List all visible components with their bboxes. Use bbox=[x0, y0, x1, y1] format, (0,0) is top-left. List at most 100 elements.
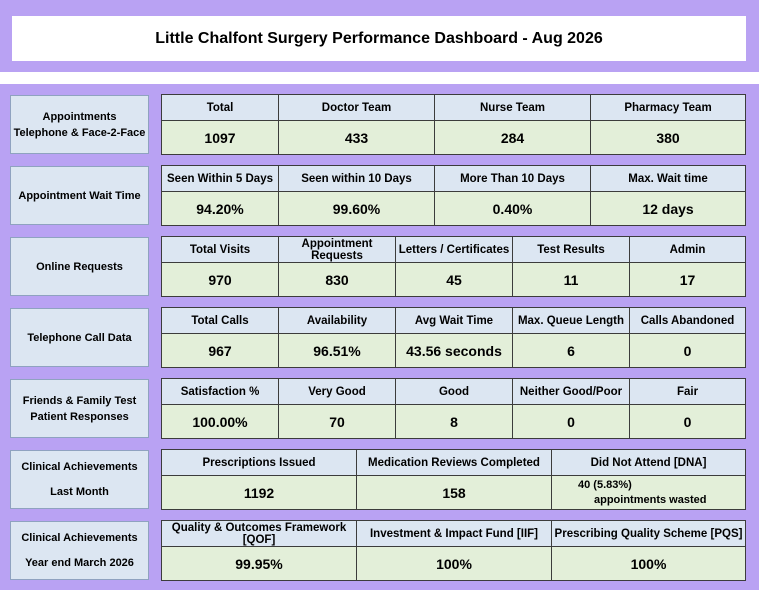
section-label: Telephone Call Data bbox=[10, 308, 149, 367]
value-row: 1097 433 284 380 bbox=[162, 121, 745, 154]
col-header: Max. Queue Length bbox=[513, 308, 630, 333]
section-label-line2: Patient Responses bbox=[30, 410, 129, 423]
section-clinical-year-end: Clinical Achievements Year end March 202… bbox=[0, 520, 759, 590]
dna-value-cell: 40 (5.83%) appointments wasted bbox=[552, 476, 745, 509]
value-cell: 12 days bbox=[642, 200, 694, 217]
value-cell: 70 bbox=[279, 405, 396, 438]
col-header: Total Calls bbox=[162, 308, 279, 333]
col-header: Avg Wait Time bbox=[396, 308, 513, 333]
section-label: Appointments Telephone & Face-2-Face bbox=[10, 95, 149, 154]
value-row: 970 830 45 11 17 bbox=[162, 263, 745, 296]
section-label-line1: Friends & Family Test bbox=[22, 394, 137, 407]
value-cell: 158 bbox=[357, 476, 552, 509]
col-header: Prescriptions Issued bbox=[162, 450, 357, 475]
value-row: 1192 158 40 (5.83%) appointments wasted bbox=[162, 476, 745, 509]
wait-time-table: Seen Within 5 Days Seen within 10 Days M… bbox=[161, 165, 746, 226]
dna-count: 40 (5.83%) bbox=[578, 478, 632, 491]
value-cell: 967 bbox=[162, 334, 279, 367]
section-label-line2: Telephone & Face-2-Face bbox=[13, 126, 146, 139]
col-header: Seen Within 5 Days bbox=[162, 166, 279, 191]
col-header: Doctor Team bbox=[279, 95, 435, 120]
section-label-line1: Telephone Call Data bbox=[27, 331, 132, 344]
section-telephone: Telephone Call Data Total Calls Availabi… bbox=[0, 307, 759, 377]
value-cell: 1192 bbox=[162, 476, 357, 509]
col-header: Medication Reviews Completed bbox=[357, 450, 552, 475]
col-header: Letters / Certificates bbox=[396, 237, 513, 262]
col-header: Investment & Impact Fund [IIF] bbox=[357, 521, 552, 546]
value-row: 94.20% 99.60% 0.40% 12 days bbox=[162, 192, 745, 225]
col-header: Fair bbox=[676, 385, 699, 398]
section-label-line1: Online Requests bbox=[36, 260, 123, 273]
clinical-last-month-table: Prescriptions Issued Medication Reviews … bbox=[161, 449, 746, 510]
section-label-line2: Year end March 2026 bbox=[25, 556, 134, 569]
section-label: Online Requests bbox=[10, 237, 149, 296]
section-label-line1: Appointment Wait Time bbox=[18, 189, 141, 202]
col-header: Pharmacy Team bbox=[624, 101, 712, 114]
value-cell: 45 bbox=[396, 263, 513, 296]
value-cell: 100% bbox=[630, 555, 667, 572]
header-row: Prescriptions Issued Medication Reviews … bbox=[162, 450, 745, 476]
value-cell: 0 bbox=[683, 342, 692, 359]
section-online-requests: Online Requests Total Visits Appointment… bbox=[0, 236, 759, 306]
col-header: Total bbox=[162, 95, 279, 120]
header-row: Satisfaction % Very Good Good Neither Go… bbox=[162, 379, 745, 405]
value-cell: 433 bbox=[279, 121, 435, 154]
col-header: More Than 10 Days bbox=[435, 166, 591, 191]
value-row: 100.00% 70 8 0 0 bbox=[162, 405, 745, 438]
section-friends-family: Friends & Family Test Patient Responses … bbox=[0, 378, 759, 448]
value-cell: 8 bbox=[396, 405, 513, 438]
col-header: Did Not Attend [DNA] bbox=[590, 456, 707, 469]
col-header: Seen within 10 Days bbox=[279, 166, 435, 191]
col-header: Neither Good/Poor bbox=[513, 379, 630, 404]
header-row: Seen Within 5 Days Seen within 10 Days M… bbox=[162, 166, 745, 192]
col-header: Availability bbox=[279, 308, 396, 333]
section-wait-time: Appointment Wait Time Seen Within 5 Days… bbox=[0, 165, 759, 235]
section-label: Friends & Family Test Patient Responses bbox=[10, 379, 149, 438]
col-header: Test Results bbox=[513, 237, 630, 262]
value-cell: 100% bbox=[357, 547, 552, 580]
section-clinical-last-month: Clinical Achievements Last Month Prescri… bbox=[0, 449, 759, 519]
page-title: Little Chalfont Surgery Performance Dash… bbox=[12, 16, 746, 61]
col-header: Nurse Team bbox=[435, 95, 591, 120]
friends-family-table: Satisfaction % Very Good Good Neither Go… bbox=[161, 378, 746, 439]
value-row: 967 96.51% 43.56 seconds 6 0 bbox=[162, 334, 745, 367]
col-header: Calls Abandoned bbox=[640, 314, 735, 327]
col-header: Quality & Outcomes Framework [QOF] bbox=[162, 521, 357, 546]
col-header: Good bbox=[396, 379, 513, 404]
value-cell: 284 bbox=[435, 121, 591, 154]
value-cell: 17 bbox=[679, 271, 696, 288]
value-cell: 380 bbox=[656, 129, 680, 146]
telephone-table: Total Calls Availability Avg Wait Time M… bbox=[161, 307, 746, 368]
dna-note: appointments wasted bbox=[594, 493, 707, 506]
appointments-table: Total Doctor Team Nurse Team Pharmacy Te… bbox=[161, 94, 746, 155]
col-header: Total Visits bbox=[162, 237, 279, 262]
header-row: Total Visits Appointment Requests Letter… bbox=[162, 237, 745, 263]
value-cell: 970 bbox=[162, 263, 279, 296]
value-cell: 0 bbox=[513, 405, 630, 438]
header-row: Quality & Outcomes Framework [QOF] Inves… bbox=[162, 521, 745, 547]
section-label-line1: Clinical Achievements bbox=[21, 461, 138, 474]
value-cell: 830 bbox=[279, 263, 396, 296]
value-cell: 6 bbox=[513, 334, 630, 367]
section-label-line1: Appointments bbox=[42, 110, 117, 123]
online-requests-table: Total Visits Appointment Requests Letter… bbox=[161, 236, 746, 297]
value-cell: 100.00% bbox=[162, 405, 279, 438]
value-cell: 1097 bbox=[162, 121, 279, 154]
section-label-line2: Last Month bbox=[50, 485, 109, 498]
clinical-year-end-table: Quality & Outcomes Framework [QOF] Inves… bbox=[161, 520, 746, 581]
value-cell: 0.40% bbox=[435, 192, 591, 225]
header-row: Total Doctor Team Nurse Team Pharmacy Te… bbox=[162, 95, 745, 121]
col-header: Very Good bbox=[279, 379, 396, 404]
value-cell: 99.95% bbox=[162, 547, 357, 580]
value-cell: 43.56 seconds bbox=[396, 334, 513, 367]
section-appointments: Appointments Telephone & Face-2-Face Tot… bbox=[0, 94, 759, 164]
section-label-line1: Clinical Achievements bbox=[21, 532, 138, 545]
value-cell: 96.51% bbox=[279, 334, 396, 367]
col-header: Prescribing Quality Scheme [PQS] bbox=[554, 527, 743, 540]
col-header: Appointment Requests bbox=[279, 237, 396, 262]
section-label: Clinical Achievements Year end March 202… bbox=[10, 521, 149, 580]
col-header: Admin bbox=[669, 243, 706, 256]
value-row: 99.95% 100% 100% bbox=[162, 547, 745, 580]
section-label: Clinical Achievements Last Month bbox=[10, 450, 149, 509]
col-header: Max. Wait time bbox=[628, 172, 708, 185]
